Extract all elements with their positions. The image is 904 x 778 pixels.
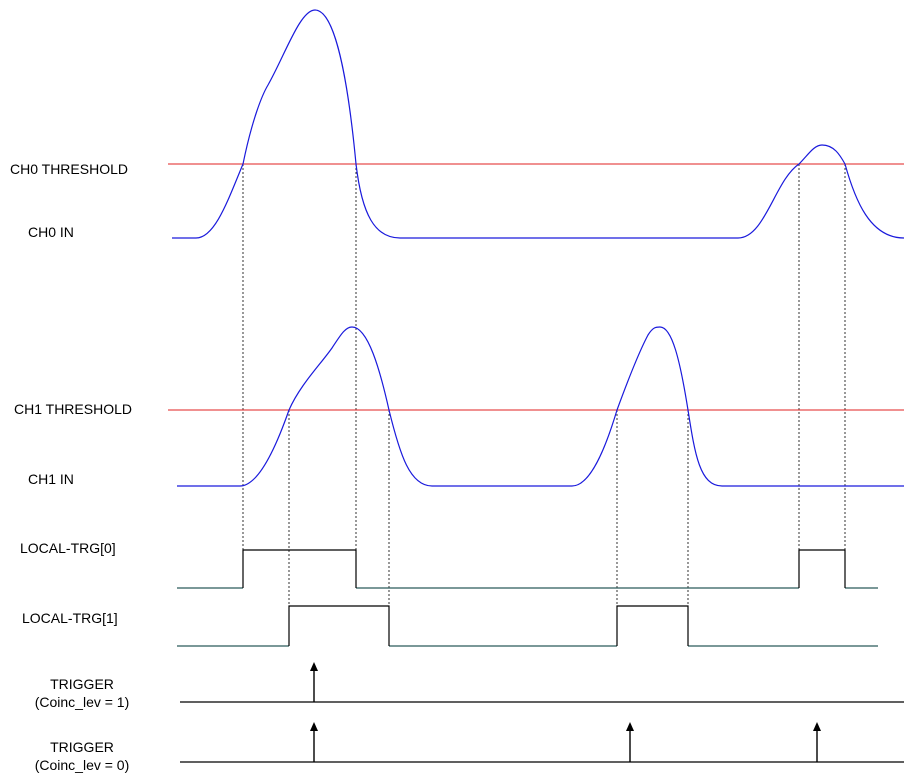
- trigger-coinc-0-title: TRIGGER: [50, 739, 114, 755]
- trigger-coinc-1-waveform: [180, 662, 904, 703]
- local-trg-0-pulses: [242, 549, 846, 588]
- ch0-input-waveform: [172, 9, 904, 239]
- local-trg-0-waveform: [177, 549, 878, 589]
- crossing-guides: [242, 164, 846, 646]
- trigger-coinc-1-title: TRIGGER: [50, 676, 114, 692]
- trigger-coinc-0-subtitle: (Coinc_lev = 0): [35, 757, 130, 773]
- trigger-pulse-arrow: [813, 722, 821, 762]
- trigger-coinc-0-waveform: [180, 722, 904, 763]
- local-trg-0-label: LOCAL-TRG[0]: [20, 540, 116, 556]
- local-trg-1-pulses: [288, 605, 689, 646]
- ch1-in-label: CH1 IN: [28, 471, 74, 487]
- local-trg-1-waveform: [177, 605, 878, 647]
- local-trg-1-label: LOCAL-TRG[1]: [22, 610, 118, 626]
- ch0-threshold-label: CH0 THRESHOLD: [10, 161, 128, 177]
- trigger-pulse-arrow: [310, 662, 318, 702]
- ch1-threshold-label: CH1 THRESHOLD: [14, 401, 132, 417]
- ch0-in-label: CH0 IN: [28, 224, 74, 240]
- ch1-input-waveform: [177, 326, 904, 487]
- trigger-coinc-1-subtitle: (Coinc_lev = 1): [35, 694, 130, 710]
- trigger-pulse-arrow: [310, 722, 318, 762]
- trigger-pulse-arrow: [626, 722, 634, 762]
